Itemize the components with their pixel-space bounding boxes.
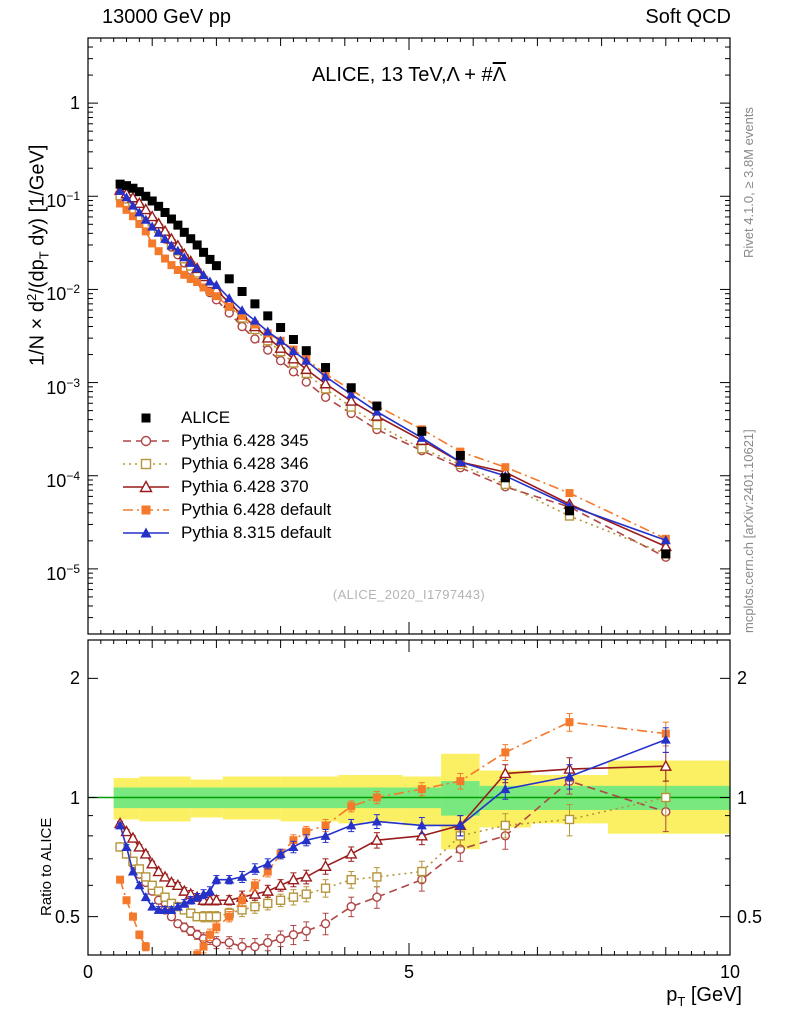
tick-label: 1 bbox=[69, 787, 80, 808]
tick-label: 10 bbox=[719, 962, 741, 982]
y-axis-label-main: 1/N × d2/(dpT dy) [1/GeV] bbox=[24, 144, 52, 366]
analysis-watermark: (ALICE_2020_I1797443) bbox=[332, 587, 486, 602]
x-axis-label: pT [GeV] bbox=[666, 984, 742, 1009]
legend-item-pythia-6428-345: Pythia 6.428 345 bbox=[121, 429, 331, 452]
legend-label: ALICE bbox=[181, 407, 231, 427]
mcplots-citation-note: mcplots.cern.ch [arXiv:2401.10621] bbox=[741, 429, 756, 633]
process-group-label: Soft QCD bbox=[645, 6, 731, 28]
legend-label: Pythia 8.315 default bbox=[181, 522, 332, 542]
y-axis-label-ratio: Ratio to ALICE bbox=[38, 817, 55, 916]
tick-label: 0 bbox=[82, 962, 93, 982]
alice-data-points bbox=[115, 179, 671, 559]
tick-label: 2 bbox=[737, 668, 748, 689]
tick-label: 0.5 bbox=[54, 906, 80, 927]
legend-item-pythia-6428-346: Pythia 6.428 346 bbox=[121, 452, 331, 475]
tick-label: 10−2 bbox=[46, 282, 80, 305]
tick-label: 0.5 bbox=[737, 906, 763, 927]
legend-label: Pythia 6.428 346 bbox=[181, 453, 309, 473]
legend-item-pythia-6428-370: Pythia 6.428 370 bbox=[121, 475, 331, 498]
legend-item-alice: ALICE bbox=[121, 406, 331, 429]
tick-label: 1 bbox=[737, 787, 748, 808]
legend-label: Pythia 6.428 370 bbox=[181, 476, 309, 496]
triangle-filled-marker-icon bbox=[121, 525, 171, 541]
ratio-series-layer bbox=[113, 713, 672, 955]
tick-label: 5 bbox=[403, 962, 414, 982]
legend-item-pythia-8315-default: Pythia 8.315 default bbox=[121, 521, 331, 544]
square-filled-marker-icon bbox=[121, 502, 171, 518]
tick-label: 10−4 bbox=[46, 468, 80, 491]
tick-label: 10−3 bbox=[46, 375, 80, 398]
beam-energy-label: 13000 GeV pp bbox=[102, 6, 231, 28]
legend-label: Pythia 6.428 345 bbox=[181, 430, 309, 450]
main-panel-frame bbox=[87, 37, 731, 635]
tick-label: 2 bbox=[69, 668, 80, 689]
rivet-version-note: Rivet 4.1.0, ≥ 3.8M events bbox=[741, 107, 756, 258]
circle-open-marker-icon bbox=[121, 433, 171, 449]
legend-item-pythia-6428-default: Pythia 6.428 default bbox=[121, 498, 331, 521]
ratio-uncertainty-bands bbox=[88, 753, 730, 850]
plot-title: ALICE, 13 TeV,Λ + #Λ bbox=[88, 64, 730, 87]
legend: ALICE Pythia 6.428 345 Pythia 6.428 346 … bbox=[121, 406, 331, 544]
plot-title-text: ALICE, 13 TeV,Λ + # bbox=[311, 64, 493, 86]
triangle-open-marker-icon bbox=[121, 479, 171, 495]
legend-label: Pythia 6.428 default bbox=[181, 499, 332, 519]
tick-label: 10−1 bbox=[46, 189, 80, 212]
square-open-marker-icon bbox=[121, 456, 171, 472]
tick-label: 1 bbox=[69, 93, 80, 114]
plot-title-antiparticle: Λ bbox=[492, 64, 507, 86]
alice-marker-icon bbox=[121, 410, 171, 426]
main-series-layer bbox=[113, 183, 672, 562]
ratio-panel-frame bbox=[87, 639, 731, 956]
tick-label: 10−5 bbox=[46, 561, 80, 584]
axis-ticks bbox=[87, 37, 731, 956]
